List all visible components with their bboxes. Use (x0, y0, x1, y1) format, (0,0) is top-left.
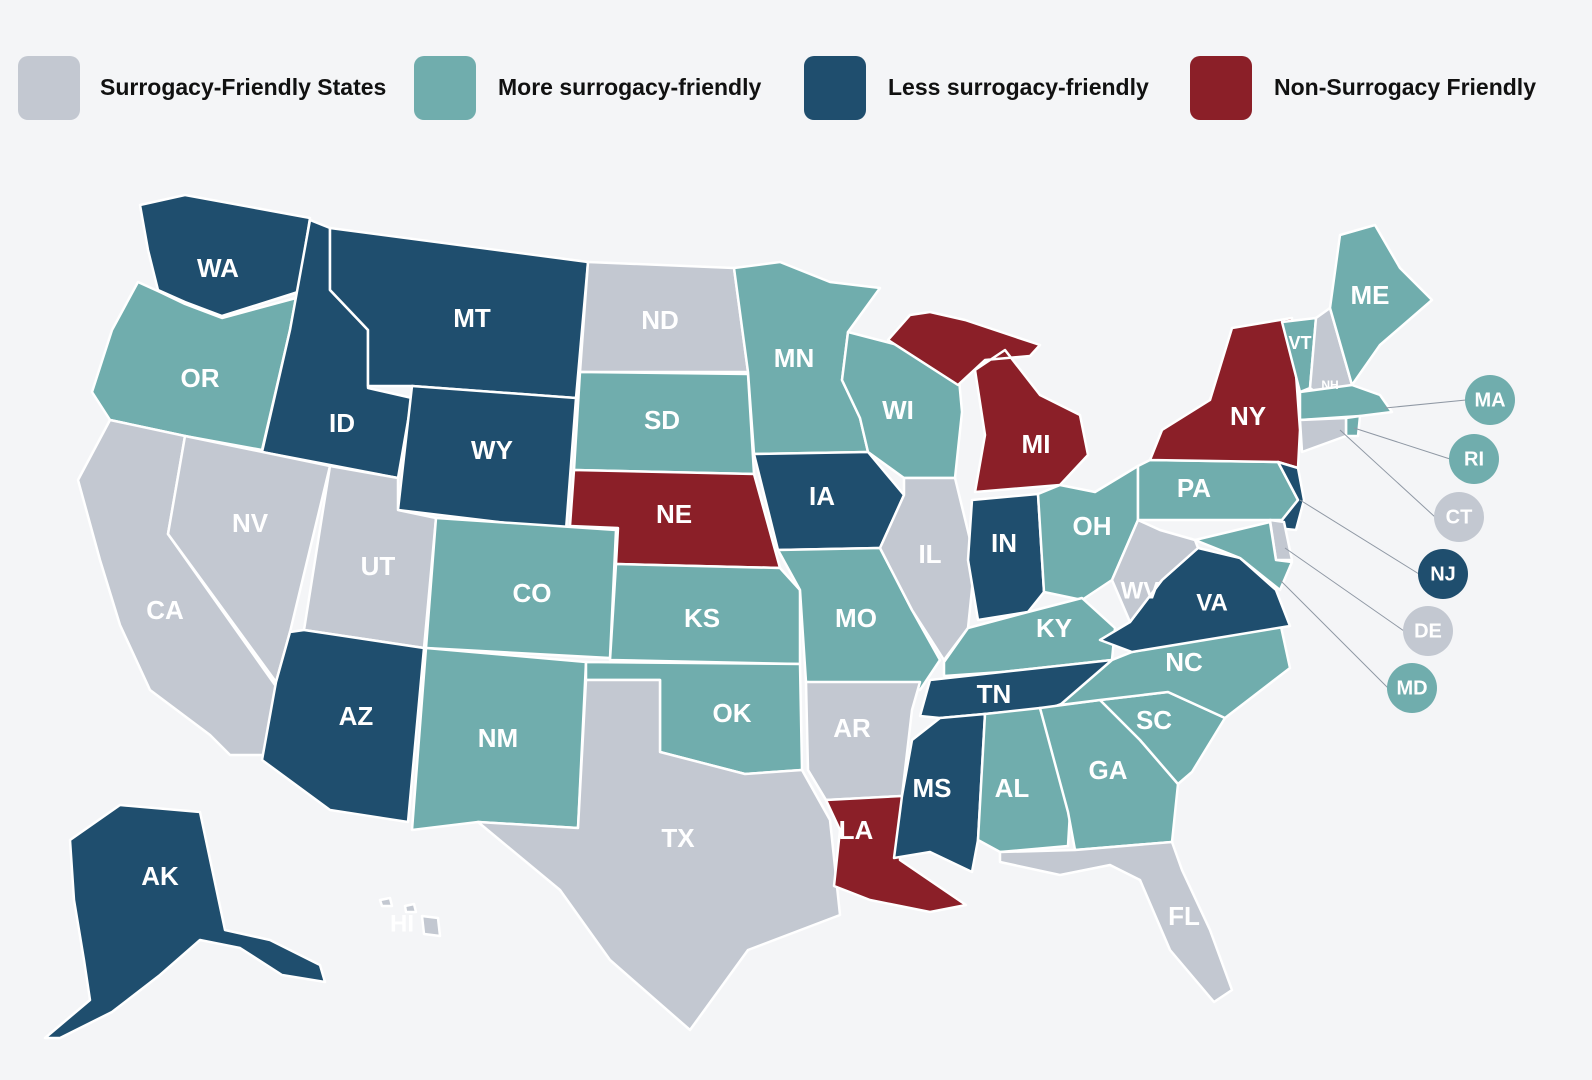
callout-line-de (1284, 547, 1405, 632)
state-label-pa: PA (1177, 473, 1211, 503)
state-fl (998, 840, 1234, 1004)
callout-circle-ri (1449, 434, 1499, 484)
state-label-nc: NC (1165, 647, 1203, 677)
callout-circle-nj (1418, 549, 1468, 599)
state-label-wy: WY (471, 435, 513, 465)
state-label-ne: NE (656, 499, 692, 529)
state-label-sd: SD (644, 405, 680, 435)
state-mi (886, 310, 1090, 494)
state-label-ga: GA (1089, 755, 1128, 785)
callout-line-ct (1339, 429, 1436, 518)
state-az (260, 628, 426, 824)
state-label-tx: TX (661, 823, 695, 853)
state-label-oh: OH (1073, 511, 1112, 541)
state-label-nv: NV (232, 508, 269, 538)
legend-swatch-surrogacy-friendly (18, 56, 80, 120)
state-label-mi: MI (1022, 429, 1051, 459)
state-label-ia: IA (809, 481, 835, 511)
state-label-id: ID (329, 408, 355, 438)
callout-circle-ct (1434, 492, 1484, 542)
state-ri (1344, 414, 1362, 438)
state-ky (942, 596, 1117, 678)
callout-line-nj (1299, 499, 1420, 575)
state-label-or: OR (181, 363, 220, 393)
state-labels: WA OR CA ID NV MT WY UT AZ CO NM ND SD NE KS OK TX MN IA MO… (141, 253, 1515, 937)
state-label-ca: CA (146, 595, 184, 625)
state-label-ks: KS (684, 603, 720, 633)
state-label-nh: NH (1321, 378, 1338, 392)
state-ks (608, 562, 802, 666)
state-label-nm: NM (478, 723, 518, 753)
state-label-ms: MS (913, 773, 952, 803)
state-md (1193, 520, 1294, 592)
state-ct (1298, 416, 1348, 454)
state-label-ny: NY (1230, 401, 1266, 431)
callout-label-nj: NJ (1430, 563, 1456, 585)
legend-swatch-non-friendly (1190, 56, 1252, 120)
state-label-va: VA (1196, 589, 1228, 616)
state-me (1328, 223, 1434, 387)
state-label-tn: TN (977, 679, 1012, 709)
callout-label-de: DE (1414, 620, 1442, 642)
state-label-mt: MT (453, 303, 491, 333)
state-label-wv: WV (1121, 577, 1160, 604)
callout-circle-md (1387, 663, 1437, 713)
leader-lines (1279, 399, 1467, 689)
state-label-sc: SC (1136, 705, 1172, 735)
legend-label-surrogacy-friendly: Surrogacy-Friendly States (100, 74, 387, 100)
state-label-me: ME (1351, 280, 1390, 310)
legend-swatch-less-friendly (804, 56, 866, 120)
callout-label-ri: RI (1464, 448, 1484, 470)
state-label-az: AZ (339, 701, 374, 731)
state-label-wi: WI (882, 395, 914, 425)
legend-label-more-friendly: More surrogacy-friendly (498, 74, 762, 100)
state-label-in: IN (991, 528, 1017, 558)
state-label-vt: VT (1288, 333, 1311, 353)
state-label-wa: WA (197, 253, 239, 283)
state-tx (476, 678, 842, 1032)
state-pa (1136, 458, 1300, 522)
state-label-hi: HI (390, 910, 414, 937)
state-ny (1148, 316, 1302, 470)
state-ma (1298, 383, 1394, 422)
states-layer (43, 193, 1434, 1040)
state-label-co: CO (513, 578, 552, 608)
state-ak (43, 803, 327, 1040)
state-wa (138, 193, 312, 318)
callout-line-ma (1384, 399, 1467, 409)
callout-line-ri (1353, 427, 1451, 460)
legend: Surrogacy-Friendly States More surrogacy… (18, 56, 1578, 120)
state-label-ok: OK (713, 698, 752, 728)
state-hi (378, 896, 442, 938)
legend-label-non-friendly: Non-Surrogacy Friendly (1274, 74, 1536, 100)
state-label-fl: FL (1168, 901, 1200, 931)
callout-circle-ma (1465, 375, 1515, 425)
state-label-mo: MO (835, 603, 877, 633)
state-label-al: AL (995, 773, 1030, 803)
callout-label-ct: CT (1446, 506, 1473, 528)
callout-label-md: MD (1396, 677, 1427, 699)
legend-swatch-more-friendly (414, 56, 476, 120)
callout-label-ma: MA (1474, 389, 1505, 411)
state-label-ky: KY (1036, 613, 1072, 643)
state-label-nd: ND (641, 305, 679, 335)
state-label-ar: AR (833, 713, 871, 743)
state-label-mn: MN (774, 343, 814, 373)
callout-circle-de (1403, 606, 1453, 656)
state-label-ut: UT (361, 551, 396, 581)
legend-label-less-friendly: Less surrogacy-friendly (888, 74, 1149, 100)
state-label-ak: AK (141, 861, 179, 891)
state-label-il: IL (918, 539, 941, 569)
callout-line-md (1279, 579, 1389, 689)
state-wv (1110, 518, 1200, 624)
state-label-la: LA (839, 815, 874, 845)
